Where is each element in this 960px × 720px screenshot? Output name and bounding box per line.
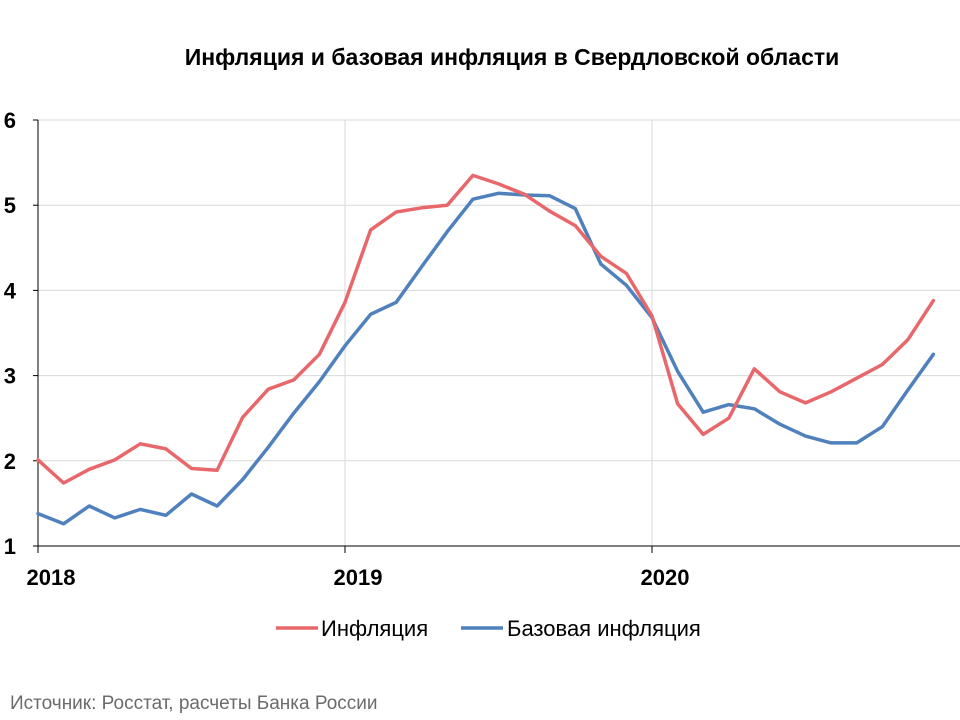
line-chart: 1 2 3 4 5 6 2018 2019 2020 Инфляция Базовая инфля…: [4, 108, 960, 641]
y-tick-label: 4: [4, 278, 17, 303]
tick-labels: 1 2 3 4 5 6 2018 2019 2020: [4, 108, 690, 590]
legend: Инфляция Базовая инфляция: [276, 616, 701, 641]
legend-item: Базовая инфляция: [461, 616, 701, 641]
series-line-core-inflation: [36, 191, 936, 526]
legend-label: Инфляция: [321, 616, 428, 641]
y-tick-label: 6: [4, 108, 16, 133]
series-lines: [36, 173, 936, 526]
series-line-inflation: [36, 173, 936, 485]
y-tick-label: 2: [4, 449, 16, 474]
x-tick-label: 2019: [334, 565, 383, 590]
x-tick-label: 2020: [641, 565, 690, 590]
legend-label: Базовая инфляция: [507, 616, 701, 641]
y-tick-label: 3: [4, 364, 16, 389]
x-tick-label: 2018: [27, 565, 76, 590]
grid: [38, 119, 960, 546]
chart-title: Инфляция и базовая инфляция в Свердловск…: [184, 44, 840, 70]
y-tick-label: 1: [4, 534, 16, 559]
y-tick-label: 5: [4, 193, 16, 218]
source-note: Источник: Росстат, расчеты Банка России: [10, 693, 378, 714]
legend-item: Инфляция: [276, 616, 428, 641]
axes: [33, 119, 960, 553]
